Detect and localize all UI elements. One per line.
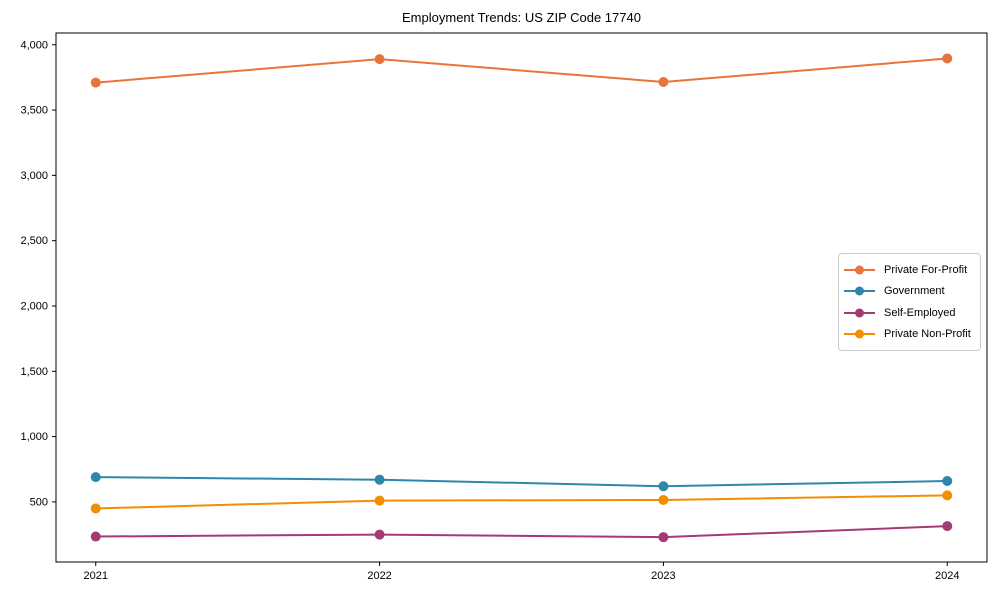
legend-item-self-employed: Self-Employed	[844, 302, 971, 324]
chart-title: Employment Trends: US ZIP Code 17740	[402, 10, 641, 25]
legend-label: Private Non-Profit	[884, 328, 971, 341]
y-tick-label: 2,500	[20, 235, 48, 247]
series-line-private-for-profit	[94, 57, 949, 84]
legend-item-government: Government	[844, 281, 971, 303]
data-point	[658, 76, 669, 87]
legend-marker-icon	[844, 265, 875, 275]
legend-dot	[855, 308, 864, 318]
y-tick-label: 3,000	[20, 170, 48, 182]
legend-label: Government	[884, 285, 945, 298]
legend-marker-icon	[844, 286, 875, 296]
legend-marker-icon	[844, 308, 875, 318]
y-tick-label: 1,500	[20, 366, 48, 378]
data-point	[942, 53, 953, 64]
legend-label: Private For-Profit	[884, 263, 968, 276]
x-tick-label: 2024	[935, 570, 959, 582]
data-point	[90, 503, 101, 514]
data-point	[942, 521, 953, 532]
y-tick-label: 500	[30, 496, 48, 508]
data-point	[374, 54, 385, 65]
series-line-self-employed	[94, 525, 949, 539]
legend-item-private-for-profit: Private For-Profit	[844, 259, 971, 281]
data-point	[942, 476, 953, 487]
legend-item-private-non-profit: Private Non-Profit	[844, 324, 971, 346]
y-tick-label: 4,000	[20, 39, 48, 51]
y-tick-label: 3,500	[20, 105, 48, 117]
x-tick-label: 2022	[367, 570, 391, 582]
data-point	[90, 472, 101, 483]
legend-dot	[855, 265, 864, 275]
legend-dot	[855, 286, 864, 296]
data-point	[374, 495, 385, 506]
data-point	[90, 77, 101, 88]
data-point	[658, 481, 669, 492]
plot-spines	[55, 32, 988, 563]
data-point	[374, 474, 385, 485]
data-point	[374, 529, 385, 540]
x-tick-label: 2021	[83, 570, 107, 582]
data-point	[90, 531, 101, 542]
legend-label: Self-Employed	[884, 306, 956, 319]
data-point	[658, 532, 669, 543]
y-tick-label: 2,000	[20, 300, 48, 312]
legend: Private For-Profit Government Self-Employe…	[838, 253, 981, 351]
legend-marker-icon	[844, 329, 875, 339]
x-tick-label: 2023	[651, 570, 675, 582]
y-tick-label: 1,000	[20, 431, 48, 443]
series-line-government	[94, 476, 949, 488]
data-point	[942, 490, 953, 501]
data-point	[658, 494, 669, 505]
legend-dot	[855, 329, 864, 339]
series-line-private-non-profit	[94, 494, 949, 510]
